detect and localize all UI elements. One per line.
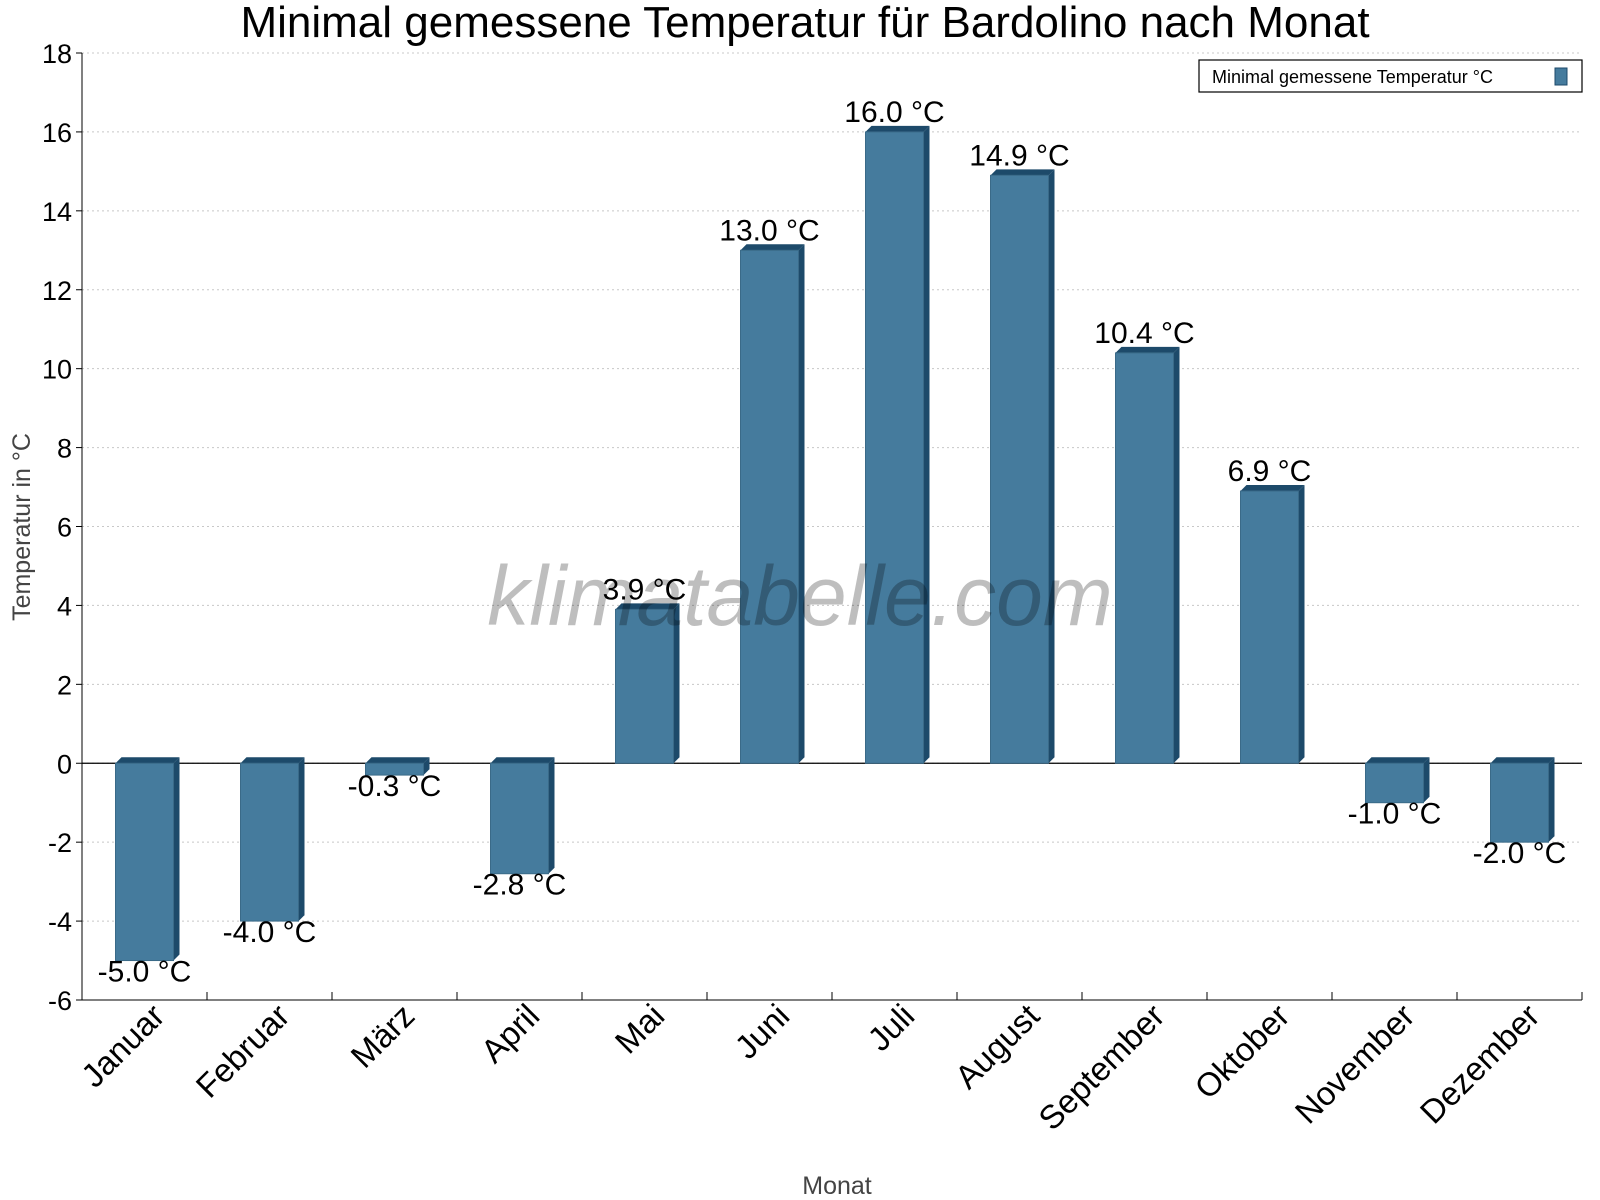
x-tick-label: Mai [608, 997, 672, 1061]
bar [1240, 484, 1305, 764]
y-tick-label: -6 [48, 986, 72, 1016]
bar-front [1365, 762, 1424, 804]
bar-top [490, 757, 555, 764]
data-label: 6.9 °C [1228, 455, 1312, 488]
bar-top [240, 757, 305, 764]
y-tick-label: 6 [57, 513, 72, 543]
legend-swatch [1554, 67, 1568, 86]
grid [82, 52, 1582, 1001]
bar-top [1365, 757, 1430, 764]
x-axis-ticks: Januar Februar März April Mai Juni Juli AugustS… [74, 992, 1583, 1137]
y-tick-label: -2 [48, 828, 72, 858]
bar-top [740, 244, 805, 251]
bar-side [1298, 484, 1305, 764]
legend-entry-label: Minimal gemessene Temperatur °C [1212, 67, 1493, 87]
data-label: -5.0 °C [98, 956, 192, 989]
y-tick-label: 16 [42, 118, 72, 148]
y-axis-ticks: -6 -4 -2 0 2 4 6 8 10 12 14 16 18 [42, 39, 82, 1016]
y-tick-label: 10 [42, 355, 72, 385]
bar-side [548, 757, 555, 874]
watermark: klimatabelle.com [487, 549, 1113, 643]
bar-front [1115, 352, 1174, 764]
x-tick-label: Dezember [1413, 997, 1547, 1131]
x-tick-label: Juni [727, 997, 796, 1066]
bar-side [673, 603, 680, 764]
y-tick-label: 2 [57, 670, 72, 700]
bar [990, 169, 1055, 764]
y-tick-label: 12 [42, 276, 72, 306]
bar-front [990, 174, 1049, 764]
bar-top [1490, 757, 1555, 764]
bar [740, 244, 805, 764]
bar-front [240, 762, 299, 922]
bar-front [115, 762, 174, 962]
bar-front [615, 608, 674, 764]
legend-box [1198, 59, 1583, 93]
data-label: 3.9 °C [603, 573, 687, 606]
bar-top [1240, 484, 1305, 491]
bar-front [740, 249, 799, 764]
y-tick-label: -4 [48, 907, 72, 937]
x-tick-label: Oktober [1187, 997, 1296, 1106]
bar-side [923, 125, 930, 764]
bar [115, 757, 180, 962]
bar-side [423, 757, 430, 776]
bar [1115, 346, 1180, 764]
legend: Minimal gemessene Temperatur °C [1198, 59, 1583, 93]
data-label: 14.9 °C [969, 139, 1069, 172]
data-label: -4.0 °C [223, 916, 317, 949]
bar-side [798, 244, 805, 764]
bar-side [173, 757, 180, 961]
bar-top [365, 757, 430, 764]
y-tick-label: 0 [57, 749, 72, 779]
chart-title: Minimal gemessene Temperatur für Bardoli… [240, 0, 1369, 47]
y-tick-label: 14 [42, 197, 72, 227]
data-labels: -5.0 °C -4.0 °C -0.3 °C -2.8 °C 3.9 °C 13.0 °… [98, 96, 1567, 989]
bar-front [865, 131, 924, 764]
data-label: -2.0 °C [1473, 837, 1567, 870]
bar-front [365, 762, 424, 776]
bar-top [115, 757, 180, 764]
y-tick-label: 18 [42, 39, 72, 69]
y-tick-label: 8 [57, 434, 72, 464]
bar [240, 757, 305, 922]
bar-side [298, 757, 305, 922]
bar-side [1548, 757, 1555, 843]
data-label: 10.4 °C [1094, 317, 1194, 350]
bar [615, 603, 680, 764]
bar-top [615, 603, 680, 610]
bar [1490, 757, 1555, 843]
x-tick-label: Juli [860, 997, 921, 1058]
bar [865, 125, 930, 764]
bar-side [1423, 757, 1430, 803]
bar-side [1048, 169, 1055, 764]
x-tick-label: Januar [74, 997, 172, 1095]
data-label: -1.0 °C [1348, 798, 1442, 831]
data-label: -2.8 °C [473, 869, 567, 902]
x-tick-label: November [1288, 997, 1422, 1131]
x-tick-label: August [948, 997, 1047, 1096]
bar [1365, 757, 1430, 804]
data-label: 16.0 °C [844, 96, 944, 129]
bar-front [1490, 762, 1549, 843]
bar [365, 757, 430, 776]
bar-front [1240, 490, 1299, 764]
data-label: 13.0 °C [719, 214, 819, 247]
bar-front [490, 762, 549, 875]
x-tick-label: Februar [189, 997, 297, 1105]
x-tick-label: April [474, 997, 547, 1070]
bar-side [1173, 346, 1180, 764]
bar-top [865, 125, 930, 132]
y-tick-label: 4 [57, 591, 72, 621]
bar [490, 757, 555, 875]
x-tick-label: September [1031, 997, 1171, 1137]
x-axis-label: Monat [802, 1172, 872, 1200]
x-tick-label: März [343, 997, 421, 1075]
bars [115, 125, 1555, 962]
data-label: -0.3 °C [348, 770, 442, 803]
bar-top [1115, 346, 1180, 353]
y-axis-label: Temperatur in °C [8, 433, 36, 621]
bar-top [990, 169, 1055, 176]
